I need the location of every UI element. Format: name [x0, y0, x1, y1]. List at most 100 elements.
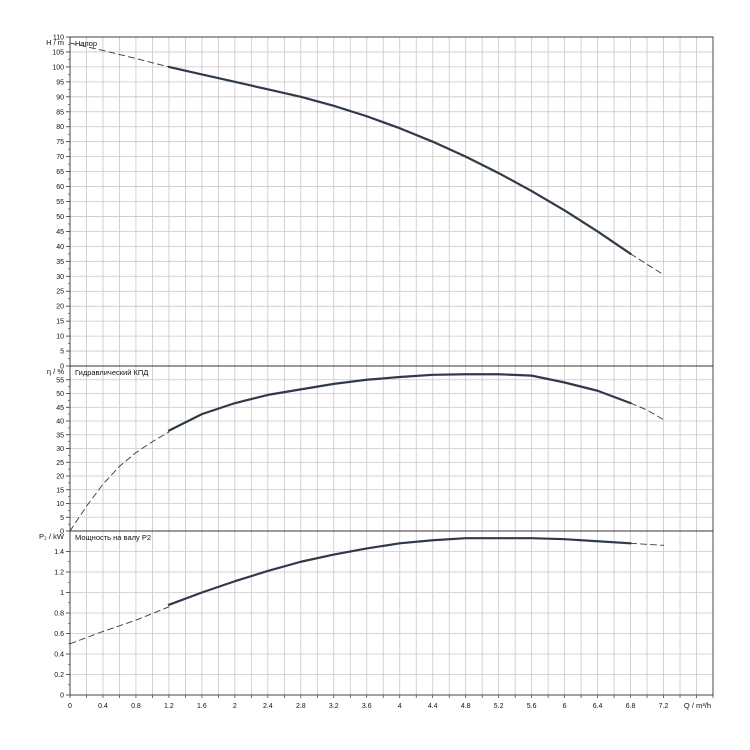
data-point	[86, 506, 87, 507]
x-tick-label: 5.2	[494, 703, 504, 710]
y-tick-label: 1.2	[54, 570, 64, 577]
data-point	[234, 403, 235, 404]
panel-2: 0 5 10 15 20 25 30 35 40 45 50 55η / % Гидравлически…	[47, 365, 714, 536]
y-tick-label: 85	[56, 109, 64, 116]
data-point	[498, 374, 499, 375]
data-point	[234, 81, 235, 82]
x-tick-label: 6.8	[626, 703, 636, 710]
data-point	[168, 606, 169, 607]
y-tick-label: 35	[56, 432, 64, 439]
curve-solid	[167, 65, 632, 255]
y-tick-label: 15	[56, 487, 64, 494]
y-tick-label: 60	[56, 184, 64, 191]
y-tick-label: 5	[60, 349, 64, 356]
x-axis: 0 0.4 0.8 1.2 1.6 2 2.4 2.8 3.2 3.6 4 4.4 4.8 5.2 5.6 6…	[68, 695, 714, 710]
data-point	[597, 231, 598, 232]
data-point	[399, 128, 400, 129]
y-tick-label: 0.6	[54, 631, 64, 638]
data-point	[201, 74, 202, 75]
y-tick-label: 1	[60, 590, 64, 597]
curve-solid	[167, 373, 632, 432]
panel-title: Напор	[75, 39, 97, 48]
data-point	[465, 538, 466, 539]
curve-dashed	[69, 42, 170, 68]
x-tick-label: 2	[233, 703, 237, 710]
y-tick-label: 10	[56, 334, 64, 341]
x-tick-label: 0	[68, 703, 72, 710]
x-tick-label: 0.4	[98, 703, 108, 710]
data-point	[531, 538, 532, 539]
y-tick-label: 55	[56, 377, 64, 384]
y-tick-label: 50	[56, 214, 64, 221]
y-tick-label: 75	[56, 139, 64, 146]
data-point	[432, 540, 433, 541]
data-point	[432, 374, 433, 375]
x-tick-label: 1.2	[164, 703, 174, 710]
data-point	[267, 89, 268, 90]
curve-dashed	[69, 606, 170, 645]
data-point	[333, 383, 334, 384]
y-tick-label: 0.4	[54, 652, 64, 659]
y-tick-label: 35	[56, 259, 64, 266]
x-tick-label: 3.2	[329, 703, 339, 710]
x-tick-label: 2.4	[263, 703, 273, 710]
y-tick-label: 1.4	[54, 549, 64, 556]
y-tick-label: 30	[56, 274, 64, 281]
data-point	[102, 50, 103, 51]
y-tick-label: 70	[56, 154, 64, 161]
data-point	[531, 375, 532, 376]
data-point	[531, 190, 532, 191]
y-tick-label: 0	[60, 693, 64, 700]
data-point	[432, 141, 433, 142]
panel-1: 0 5 10 15 20 25 30 35 40 45 50 55 60 65 70 75 80 85 90 95 10…	[46, 35, 714, 371]
data-point	[135, 58, 136, 59]
data-point	[399, 543, 400, 544]
panel-title: Гидравлический КПД	[75, 368, 148, 377]
y-tick-label: 30	[56, 446, 64, 453]
x-tick-label: 6.4	[593, 703, 603, 710]
data-point	[465, 374, 466, 375]
data-point	[597, 390, 598, 391]
y-tick-label: 110	[53, 35, 64, 42]
y-axis-label: H / m	[46, 38, 64, 47]
data-point	[630, 253, 631, 254]
y-tick-label: 20	[56, 304, 64, 311]
y-tick-label: 10	[56, 501, 64, 508]
y-tick-label: 55	[56, 199, 64, 206]
data-point	[69, 643, 70, 644]
data-point	[366, 379, 367, 380]
data-point	[366, 116, 367, 117]
curve-dashed	[630, 542, 664, 546]
y-axis-label: η / %	[47, 367, 64, 376]
data-point	[267, 394, 268, 395]
y-tick-label: 40	[56, 244, 64, 251]
y-tick-label: 20	[56, 474, 64, 481]
data-point	[366, 548, 367, 549]
data-point	[498, 538, 499, 539]
data-point	[135, 452, 136, 453]
curve-dashed	[69, 431, 170, 532]
y-tick-label: 15	[56, 319, 64, 326]
y-tick-label: 25	[56, 460, 64, 467]
data-point	[564, 210, 565, 211]
data-point	[300, 561, 301, 562]
data-point	[646, 409, 647, 410]
data-point	[119, 466, 120, 467]
y-tick-label: 100	[52, 64, 64, 71]
data-point	[663, 274, 664, 275]
y-tick-label: 95	[56, 79, 64, 86]
curve-dashed	[630, 253, 664, 276]
data-point	[564, 382, 565, 383]
data-point	[498, 172, 499, 173]
data-point	[152, 441, 153, 442]
data-point	[564, 539, 565, 540]
y-tick-label: 25	[56, 289, 64, 296]
y-tick-label: 65	[56, 169, 64, 176]
data-point	[663, 545, 664, 546]
x-tick-label: 0.8	[131, 703, 141, 710]
data-point	[646, 264, 647, 265]
x-tick-label: 7.2	[659, 703, 669, 710]
data-point	[168, 66, 169, 67]
x-tick-label: 1.6	[197, 703, 207, 710]
